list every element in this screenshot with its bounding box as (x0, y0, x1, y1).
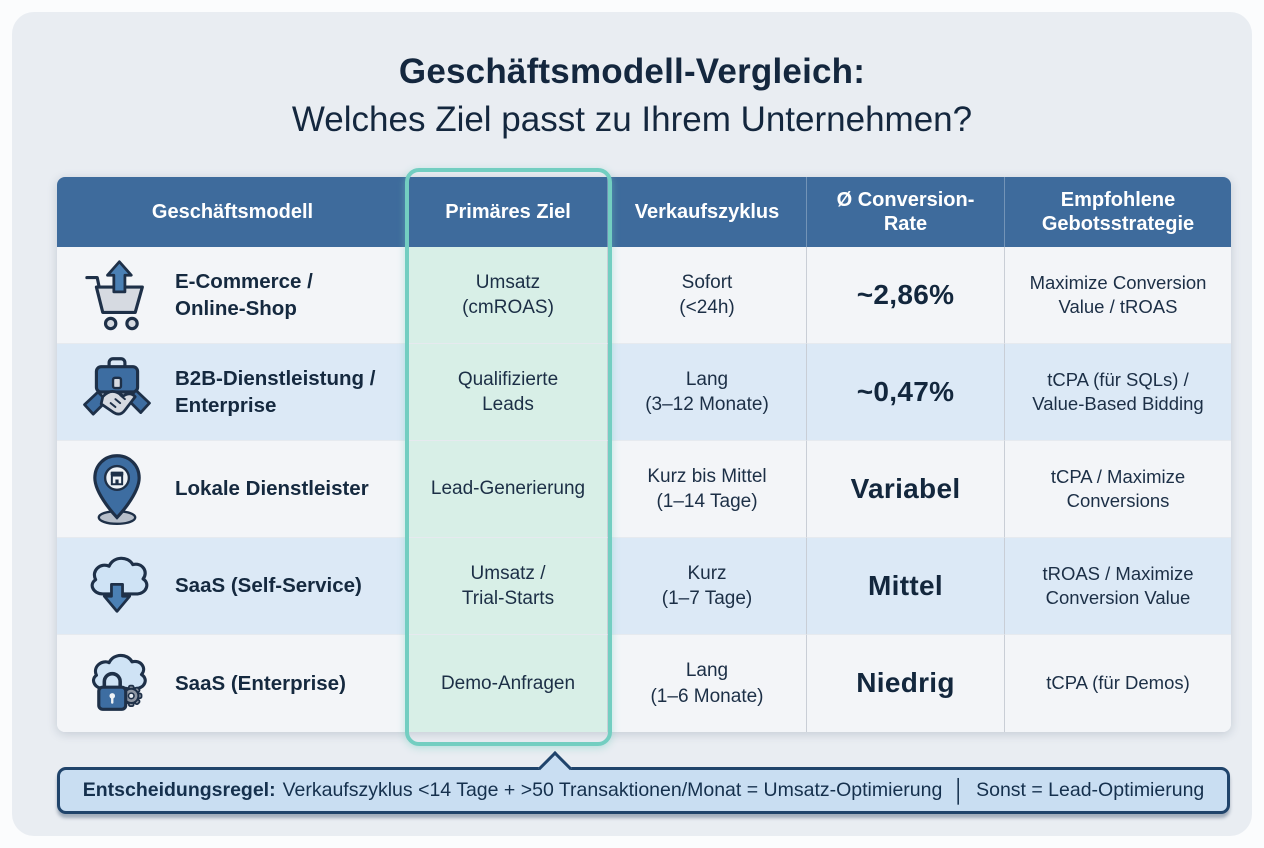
location-pin-store-icon (75, 447, 159, 531)
conversion-rate-cell: ~0,47% (807, 344, 1005, 441)
table-row-ecommerce-model: E-Commerce / Online-Shop (57, 247, 409, 344)
decision-rule-label: Entscheidungsregel: (82, 779, 276, 801)
decision-rule-left: Verkaufszyklus <14 Tage + >50 Transaktio… (282, 779, 943, 801)
goal-cell: Lead-Generierung (409, 441, 608, 538)
strategy-cell: Maximize Conversion Value / tROAS (1005, 247, 1231, 344)
goal-cell: Qualifizierte Leads (409, 344, 608, 441)
cycle-cell: Lang (3–12 Monate) (608, 344, 807, 441)
briefcase-handshake-icon (75, 350, 159, 434)
header-primaeres-ziel: Primäres Ziel (409, 177, 608, 247)
comparison-table: Geschäftsmodell Primäres Ziel Verkaufszy… (57, 177, 1231, 732)
conversion-rate-cell: Niedrig (807, 635, 1005, 732)
cloud-lock-gear-icon (75, 642, 159, 726)
goal-cell: Umsatz (cmROAS) (409, 247, 608, 344)
cloud-download-icon (75, 544, 159, 628)
header-gebotsstrategie: Empfohlene Gebotsstrategie (1005, 177, 1231, 247)
decision-rule-separator: │ (952, 777, 967, 803)
strategy-cell: tCPA (für SQLs) / Value-Based Bidding (1005, 344, 1231, 441)
model-name: Lokale Dienstleister (175, 477, 369, 501)
model-name: B2B-Dienstleistung / Enterprise (175, 366, 376, 417)
model-name: SaaS (Self-Service) (175, 574, 362, 598)
shopping-cart-up-arrow-icon (75, 253, 159, 337)
title-line-2: Welches Ziel passt zu Ihrem Unternehmen? (291, 100, 973, 139)
title-line-1: Geschäftsmodell-Vergleich: (398, 52, 866, 91)
model-name: SaaS (Enterprise) (175, 671, 346, 695)
infographic-card: Geschäftsmodell-Vergleich: Welches Ziel … (12, 12, 1252, 836)
goal-cell: Demo-Anfragen (409, 635, 608, 732)
header-geschaeftsmodell: Geschäftsmodell (57, 177, 409, 247)
cycle-cell: Kurz bis Mittel (1–14 Tage) (608, 441, 807, 538)
table-row-saas-self-model: SaaS (Self-Service) (57, 538, 409, 635)
page-title: Geschäftsmodell-Vergleich: Welches Ziel … (12, 52, 1252, 140)
cycle-cell: Lang (1–6 Monate) (608, 635, 807, 732)
strategy-cell: tCPA / Maximize Conversions (1005, 441, 1231, 538)
conversion-rate-cell: ~2,86% (807, 247, 1005, 344)
decision-rule-callout: Entscheidungsregel: Verkaufszyklus <14 T… (57, 751, 1230, 814)
goal-cell: Umsatz / Trial-Starts (409, 538, 608, 635)
cycle-cell: Sofort (<24h) (608, 247, 807, 344)
table-row-b2b-model: B2B-Dienstleistung / Enterprise (57, 344, 409, 441)
conversion-rate-cell: Variabel (807, 441, 1005, 538)
strategy-cell: tCPA (für Demos) (1005, 635, 1231, 732)
conversion-rate-cell: Mittel (807, 538, 1005, 635)
table-row-local-model: Lokale Dienstleister (57, 441, 409, 538)
strategy-cell: tROAS / Maximize Conversion Value (1005, 538, 1231, 635)
decision-rule-right: Sonst = Lead-Optimierung (976, 779, 1205, 801)
header-verkaufszyklus: Verkaufszyklus (608, 177, 807, 247)
header-conversion-rate: Ø Conversion- Rate (807, 177, 1005, 247)
table-row-saas-ent-model: SaaS (Enterprise) (57, 635, 409, 732)
model-name: E-Commerce / Online-Shop (175, 269, 313, 320)
cycle-cell: Kurz (1–7 Tage) (608, 538, 807, 635)
